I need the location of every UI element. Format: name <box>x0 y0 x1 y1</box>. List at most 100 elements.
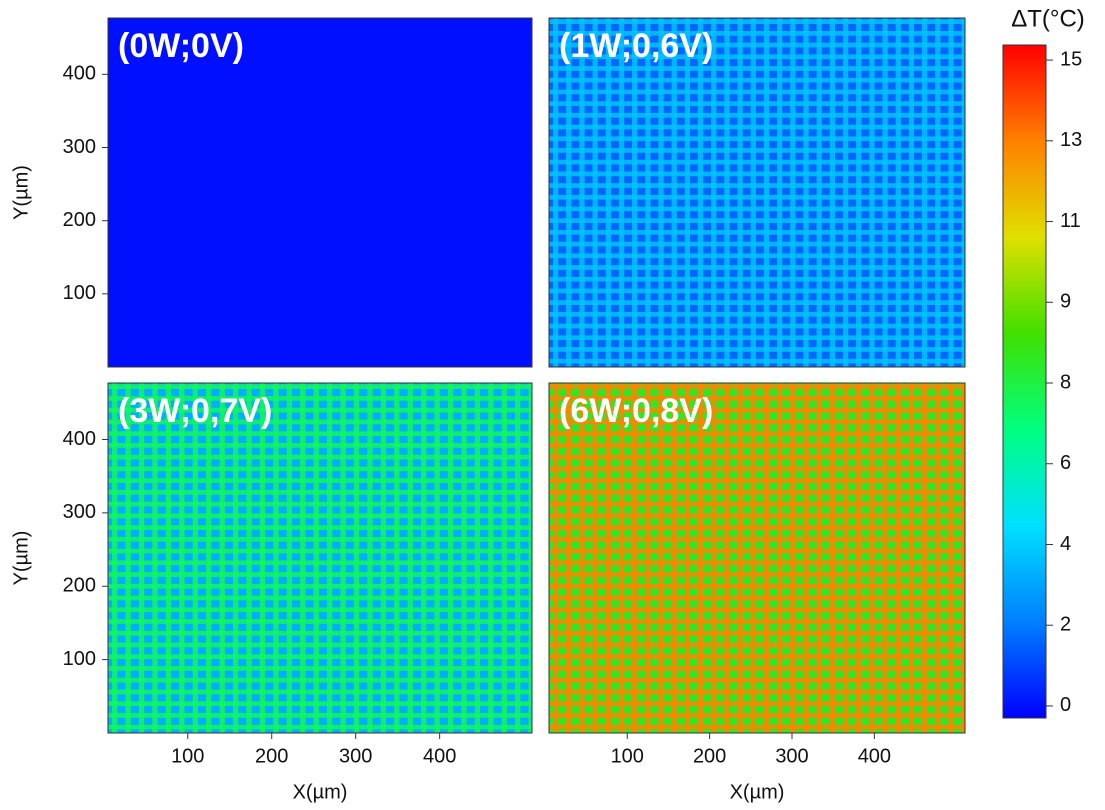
heatmap-line <box>108 347 532 352</box>
heatmap-line <box>763 383 770 733</box>
heatmap-line <box>711 18 717 367</box>
heatmap-line <box>869 18 875 367</box>
heatmap-line <box>549 276 965 282</box>
heatmap-line <box>192 383 199 733</box>
heatmap-line <box>961 383 965 733</box>
colorbar-tick-label: 11 <box>1060 210 1081 232</box>
heatmap-line <box>108 489 532 495</box>
heatmap-line <box>549 230 965 235</box>
heatmap-line <box>108 101 532 106</box>
heatmap-line <box>108 384 532 390</box>
heatmap-line <box>138 18 145 367</box>
heatmap-line <box>108 572 532 577</box>
heatmap-line <box>816 383 822 733</box>
colorbar-tick-label: 15 <box>1060 48 1082 70</box>
heatmap-line <box>108 136 532 142</box>
heatmap-line <box>605 18 611 367</box>
heatmap-line <box>948 383 954 733</box>
y-tick-label: 400 <box>63 63 96 85</box>
plot-frame <box>107 17 533 368</box>
heatmap-line <box>790 18 796 367</box>
heatmap-line <box>549 642 965 648</box>
heatmap-line <box>367 18 373 367</box>
heatmap-line <box>108 689 532 695</box>
heatmap-line <box>549 66 965 71</box>
x-tick-label: 300 <box>339 745 372 767</box>
heatmap-line <box>108 701 532 706</box>
colorbar-tick-label: 2 <box>1060 613 1071 635</box>
heatmap-line <box>549 689 965 695</box>
heatmap-line <box>549 124 965 130</box>
heatmap-line <box>380 18 387 367</box>
heatmap-line <box>724 383 730 733</box>
panel-title: (0W;0V) <box>118 27 244 65</box>
heatmap-line <box>206 18 212 367</box>
heatmap-line <box>380 383 387 733</box>
heatmap-line <box>549 136 965 142</box>
heatmap-line <box>549 311 965 317</box>
colorbar-tick-label: 0 <box>1060 694 1071 716</box>
heatmap-line <box>856 383 862 733</box>
heatmap-line <box>108 677 532 683</box>
heatmap-line <box>632 383 638 733</box>
heatmap-line <box>232 383 239 733</box>
y-tick-label: 300 <box>63 136 96 158</box>
heatmap-line <box>549 677 965 683</box>
heatmap-line <box>152 18 158 367</box>
heatmap-line <box>697 18 704 367</box>
heatmap-line <box>488 18 494 367</box>
heatmap-line <box>434 383 440 733</box>
heatmap-line <box>549 572 965 577</box>
plot-frame <box>548 382 966 734</box>
heatmap-line <box>566 383 572 733</box>
heatmap-line <box>549 159 965 165</box>
heatmap-line <box>108 276 532 282</box>
heatmap-line <box>108 630 532 636</box>
heatmap-line <box>407 383 413 733</box>
heatmap-line <box>300 18 306 367</box>
heatmap-line <box>549 489 965 495</box>
panel-title: (3W;0,7V) <box>118 392 272 430</box>
heatmap-line <box>447 383 454 733</box>
heatmap-line <box>108 265 532 270</box>
heatmap-line <box>407 18 413 367</box>
heatmap-line <box>671 383 677 733</box>
heatmap-line <box>108 501 532 507</box>
heatmap-line <box>108 548 532 554</box>
heatmap-line <box>645 18 651 367</box>
heatmap-line <box>108 513 532 519</box>
heatmap-line <box>549 443 965 448</box>
colorbar-tick-label: 4 <box>1060 533 1071 555</box>
heatmap-line <box>935 383 941 733</box>
heatmap-line <box>259 383 266 733</box>
x-tick-label: 200 <box>255 745 288 767</box>
heatmap-line <box>340 383 346 733</box>
heatmap-line <box>549 431 965 436</box>
heatmap-line <box>108 560 532 566</box>
heatmap-line <box>750 383 756 733</box>
heatmap-line <box>112 383 118 733</box>
heatmap-line <box>273 18 279 367</box>
heatmap-line <box>246 18 252 367</box>
heatmap-line <box>108 31 532 36</box>
heatmap-line <box>152 383 158 733</box>
heatmap-line <box>737 18 743 367</box>
heatmap-line <box>684 383 691 733</box>
heatmap-line <box>549 206 965 212</box>
heatmap-line <box>549 548 965 554</box>
heatmap-line <box>206 383 212 733</box>
heatmap-line <box>579 18 585 367</box>
heatmap-line <box>549 347 965 352</box>
heatmap-line <box>618 383 625 733</box>
heatmap-line <box>108 642 532 648</box>
heatmap-line <box>842 18 849 367</box>
plot-frame <box>107 382 533 734</box>
heatmap-line <box>112 18 118 367</box>
heatmap-line <box>394 383 400 733</box>
x-tick-label: 400 <box>858 745 891 767</box>
x-tick-label: 400 <box>423 745 456 767</box>
heatmap-line <box>108 42 532 48</box>
y-axis-label: Y(µm) <box>10 531 32 586</box>
heatmap-line <box>658 18 664 367</box>
heatmap-line <box>829 383 836 733</box>
